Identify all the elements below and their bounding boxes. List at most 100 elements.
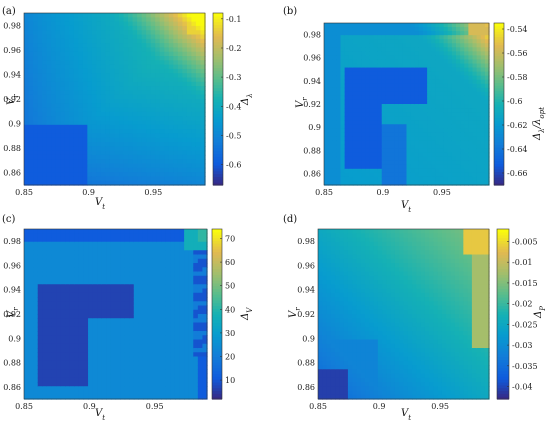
- heatmap-cell: [188, 343, 194, 349]
- heatmap-cell: [51, 241, 57, 247]
- heatmap-cell: [423, 47, 428, 52]
- heatmap-cell: [344, 91, 350, 97]
- heatmap-cell: [456, 51, 461, 56]
- heatmap-cell: [460, 27, 465, 32]
- heatmap-cell: [65, 309, 71, 315]
- heatmap-cell: [161, 343, 167, 349]
- heatmap-cell: [447, 67, 453, 73]
- heatmap-cell: [37, 116, 43, 122]
- heatmap-cell: [65, 335, 71, 341]
- heatmap-cell: [184, 339, 190, 345]
- heatmap-cell: [159, 56, 165, 61]
- heatmap-cell: [132, 103, 138, 109]
- heatmap-cell: [101, 284, 107, 290]
- heatmap-cell: [332, 51, 337, 56]
- heatmap-cell: [398, 156, 403, 162]
- heatmap-cell: [456, 108, 461, 113]
- heatmap-cell: [64, 94, 70, 100]
- heatmap-cell: [56, 292, 62, 298]
- heatmap-cell: [182, 17, 188, 23]
- colorbar-swatch: [213, 144, 223, 149]
- heatmap-cell: [414, 95, 420, 101]
- heatmap-cell: [132, 111, 138, 117]
- heatmap-cell: [51, 137, 57, 143]
- heatmap-cell: [202, 241, 208, 247]
- heatmap-cell: [110, 331, 117, 336]
- heatmap-cell: [184, 301, 190, 307]
- heatmap-cell: [92, 331, 98, 336]
- heatmap-cell: [179, 246, 185, 251]
- heatmap-cell: [28, 137, 34, 143]
- heatmap-cell: [200, 30, 206, 36]
- heatmap-cell: [120, 356, 126, 362]
- heatmap-cell: [164, 111, 170, 117]
- heatmap-cell: [177, 43, 183, 48]
- heatmap-cell: [340, 83, 346, 89]
- heatmap-cell: [56, 258, 62, 264]
- heatmap-cell: [456, 116, 461, 121]
- heatmap-cell: [100, 99, 107, 104]
- heatmap-cell: [184, 229, 190, 234]
- heatmap-cell: [165, 343, 171, 349]
- heatmap-cell: [179, 258, 185, 264]
- heatmap-cell: [123, 159, 129, 165]
- heatmap-cell: [65, 343, 71, 349]
- heatmap-cell: [460, 180, 465, 186]
- heatmap-cell: [385, 160, 391, 166]
- heatmap-cell: [150, 103, 156, 109]
- heatmap-cell: [336, 136, 342, 142]
- heatmap-cell: [101, 373, 107, 379]
- heatmap-cell: [78, 271, 85, 277]
- heatmap-cell: [106, 331, 112, 336]
- heatmap-cell: [106, 348, 112, 353]
- heatmap-cell: [46, 103, 52, 109]
- heatmap-cell: [173, 154, 179, 160]
- heatmap-cell: [344, 59, 350, 65]
- heatmap-cell: [324, 168, 329, 174]
- heatmap-cell: [115, 390, 121, 396]
- heatmap-cell: [46, 124, 52, 130]
- heatmap-cell: [423, 99, 428, 105]
- heatmap-cell: [124, 241, 130, 247]
- heatmap-cell: [414, 132, 420, 137]
- heatmap-cell: [427, 128, 432, 133]
- heatmap-cell: [110, 382, 117, 387]
- heatmap-cell: [373, 59, 379, 65]
- heatmap-cell: [336, 31, 342, 36]
- heatmap-cell: [64, 60, 70, 66]
- heatmap-cell: [423, 180, 428, 186]
- heatmap-cell: [406, 104, 412, 109]
- heatmap-cell: [33, 60, 39, 66]
- heatmap-cell: [468, 31, 474, 36]
- heatmap-cell: [468, 164, 474, 170]
- heatmap-cell: [138, 356, 144, 362]
- heatmap-cell: [123, 30, 129, 36]
- heatmap-cell: [24, 154, 30, 160]
- heatmap-cell: [101, 254, 107, 260]
- heatmap-cell: [120, 271, 126, 277]
- heatmap-cell: [138, 352, 144, 358]
- heatmap-cell: [357, 128, 362, 133]
- heatmap-cell: [328, 148, 333, 154]
- heatmap-cell: [188, 369, 194, 375]
- heatmap-cell: [78, 17, 84, 23]
- heatmap-cell: [427, 27, 432, 32]
- heatmap-cell: [410, 75, 416, 81]
- heatmap-cell: [324, 55, 329, 61]
- heatmap-cell: [74, 365, 80, 370]
- heatmap-cell: [344, 47, 350, 52]
- heatmap-cell: [460, 160, 465, 166]
- heatmap-cell: [46, 13, 52, 18]
- heatmap-cell: [133, 365, 139, 370]
- heatmap-cell: [381, 176, 387, 182]
- heatmap-cell: [159, 51, 165, 57]
- heatmap-cell: [480, 156, 486, 162]
- heatmap-cell: [60, 280, 66, 285]
- heatmap-cell: [156, 297, 162, 302]
- heatmap-cell: [336, 23, 342, 28]
- heatmap-cell: [168, 124, 174, 130]
- heatmap-cell: [129, 314, 135, 319]
- heatmap-cell: [173, 167, 179, 173]
- heatmap-cell: [390, 176, 395, 182]
- heatmap-cell: [472, 79, 478, 85]
